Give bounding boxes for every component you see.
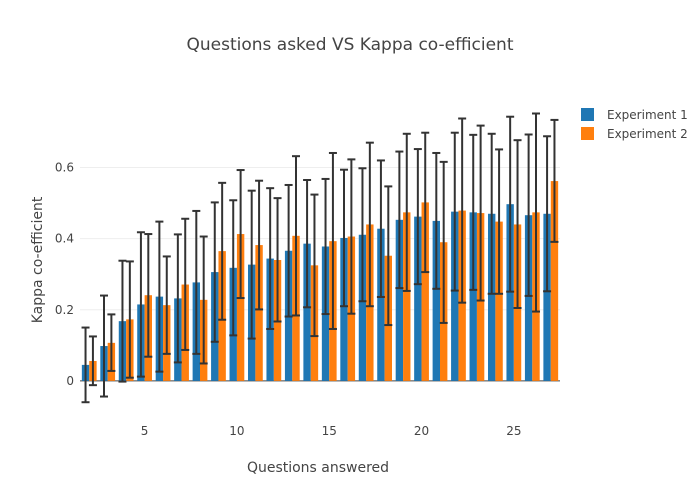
bar-experiment-1	[377, 228, 385, 381]
x-tick-label: 10	[229, 424, 244, 438]
x-tick-label: 20	[414, 424, 429, 438]
ticks-layer: 0 0.2 0.4 0.6 5 10 15 20 25	[55, 161, 522, 438]
legend-item-experiment-2[interactable]: Experiment 2	[581, 127, 688, 141]
chart-title: Questions asked VS Kappa co-efficient	[186, 35, 513, 55]
bar-experiment-1	[469, 212, 477, 381]
bar-experiment-2	[403, 212, 411, 381]
bar-experiment-1	[395, 219, 404, 381]
bar-experiment-2	[255, 245, 263, 381]
bar-experiment-2	[236, 234, 245, 381]
bar-experiment-2	[421, 202, 429, 381]
bar-experiment-2	[550, 181, 559, 381]
x-tick-label: 15	[322, 424, 337, 438]
legend-swatch-experiment-1	[581, 108, 594, 121]
y-tick-label: 0.6	[55, 161, 74, 175]
legend-swatch-experiment-2	[581, 127, 594, 140]
y-tick-label: 0.2	[55, 303, 74, 317]
y-axis-label: Kappa co-efficient	[30, 196, 46, 323]
bar-experiment-1	[340, 237, 348, 381]
bar-experiment-1	[543, 213, 551, 381]
y-tick-label: 0.4	[55, 232, 74, 246]
bar-experiment-1	[524, 215, 533, 381]
bar-experiment-2	[495, 221, 503, 381]
legend: Experiment 1 Experiment 2	[581, 108, 688, 141]
y-tick-label: 0	[66, 374, 74, 388]
bars-layer	[81, 181, 559, 381]
bar-experiment-1	[414, 216, 422, 381]
bar-experiment-1	[488, 213, 496, 381]
x-tick-label: 25	[506, 424, 521, 438]
legend-item-experiment-1[interactable]: Experiment 1	[581, 108, 688, 122]
error-bars-layer	[81, 112, 559, 404]
bar-experiment-1	[451, 211, 459, 381]
x-axis-label: Questions answered	[247, 460, 389, 476]
bar-experiment-1	[303, 243, 311, 381]
bar-experiment-1	[358, 234, 367, 381]
bar-experiment-1	[432, 220, 440, 381]
legend-label-experiment-1: Experiment 1	[607, 108, 688, 122]
legend-label-experiment-2: Experiment 2	[607, 127, 688, 141]
x-tick-label: 5	[141, 424, 149, 438]
